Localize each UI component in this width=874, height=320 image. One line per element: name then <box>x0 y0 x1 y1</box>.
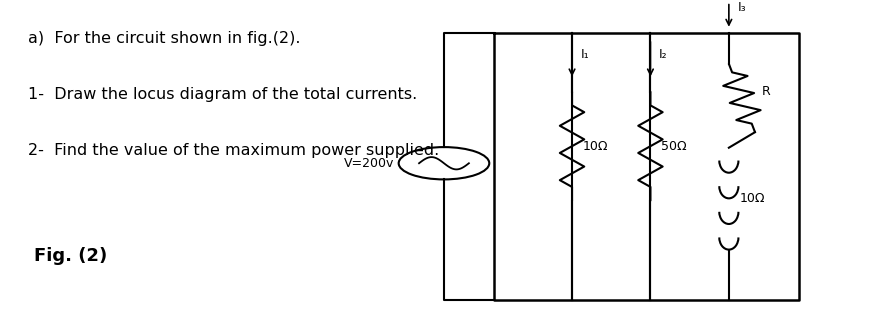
Text: a)  For the circuit shown in fig.(2).: a) For the circuit shown in fig.(2). <box>27 31 300 46</box>
Text: I₃: I₃ <box>738 1 746 14</box>
Text: I₁: I₁ <box>580 48 589 61</box>
Text: I₂: I₂ <box>659 48 668 61</box>
Text: 1-  Draw the locus diagram of the total currents.: 1- Draw the locus diagram of the total c… <box>27 87 417 102</box>
Text: 2-  Find the value of the maximum power supplied.: 2- Find the value of the maximum power s… <box>27 143 439 158</box>
Text: 10Ω: 10Ω <box>739 193 765 205</box>
Text: 10Ω: 10Ω <box>582 140 608 153</box>
Text: R: R <box>762 85 771 98</box>
Text: Fig. (2): Fig. (2) <box>34 247 108 266</box>
Text: 50Ω: 50Ω <box>661 140 687 153</box>
Text: V=200v: V=200v <box>344 157 394 170</box>
